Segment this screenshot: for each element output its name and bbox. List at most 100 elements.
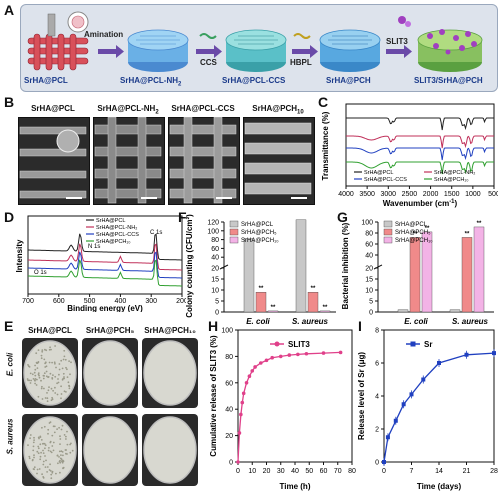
f-bar [255,291,267,313]
step-label-1: SrHA@PCL [24,76,68,85]
f-ytick-label: 40 [211,255,219,262]
g-ytick-label: 20 [365,266,373,273]
h-ytick-label: 20 [225,433,233,440]
i-xtick-label: 0 [382,468,386,475]
xps-xtick-label: 700 [22,298,34,305]
h-xtick-label: 10 [248,468,256,475]
i-xtick-label: 21 [463,468,471,475]
dish-ecoli-pch5 [82,338,138,408]
h-xtick-label: 50 [305,468,313,475]
ftir-series-1 [346,135,494,149]
h-point [321,351,326,355]
g-bar [409,237,421,313]
h-xtick-label: 30 [277,468,285,475]
step-label-4: SrHA@PCH [326,76,371,85]
f-ytick-label: 80 [211,237,219,244]
i-point [385,435,390,440]
panel-label-h: H [208,318,219,334]
dish-ecoli-pcl [22,338,78,408]
f-bar-stars: ** [271,305,276,311]
h-xtick-label: 20 [263,468,271,475]
h-point [287,353,292,357]
arrow-3 [292,49,310,54]
h-point [264,358,269,363]
xps-xlabel: Binding energy (eV) [67,304,143,312]
xps-peak-c1s: C 1s [150,230,162,236]
dish-row-2: S. aureus [5,418,15,455]
sem-title-2: SrHA@PCL-NH2 [93,104,163,116]
sem-title-4: SrHA@PCH10 [243,104,313,116]
ftir-series-2 [346,147,494,161]
f-legend-label: SrHA@PCL [241,222,274,228]
colony-group-ecoli: E. coli [246,317,270,326]
h-point [278,354,283,359]
g-axis-break [373,264,383,270]
scaffold-pcl [27,11,89,71]
ftir-xtick-label: 500 [488,191,498,198]
panel-label-d: D [4,209,15,225]
slit3-xlabel: Time (h) [280,482,311,491]
arrow-1 [98,49,116,54]
xps-peak-o1s: O 1s [34,270,47,276]
ftir-series-3 [346,161,494,175]
g-bar-stars: ** [477,221,482,227]
xps-xtick-label: 600 [53,298,65,305]
h-point [253,365,257,369]
ftir-xlabel-sup: -1 [449,199,455,205]
sem-title-2-text: SrHA@PCL-NH [97,104,156,113]
xps-ylabel: Intensity [15,239,24,272]
arrow-label-amination: Amination [84,30,124,39]
step-label-2: SrHA@PCL-NH2 [120,76,181,88]
scaffold-pcl-ccs [225,29,287,72]
xps-xtick-label: 300 [145,298,157,305]
xps-xtick-label: 500 [84,298,96,305]
g-legend-label: SrHA@PCH₁₀ [395,238,433,244]
xps-series-3 [28,259,182,287]
f-ytick-label: 120 [207,220,219,227]
h-ytick-label: 80 [225,354,233,361]
i-point [393,418,398,423]
arrow-label-hbpl: HBPL [290,58,312,67]
h-point [304,351,309,356]
step-label-2-sub: 2 [178,81,182,88]
f-bar [267,310,279,313]
ftir-xtick-label: 3500 [359,191,375,198]
f-ytick-label: 5 [215,299,219,306]
dish-ecoli-pch10 [142,338,198,408]
f-bar [295,219,307,313]
ftir-legend-label: SrHA@PCH₁₀ [434,177,468,183]
panel-a: A [0,0,500,93]
h-point [244,381,249,385]
xps-xtick-label: 200 [176,298,186,305]
h-point [241,391,246,396]
f-axis-break [219,264,229,270]
inhibition-group-saureus: S. aureus [452,317,489,326]
ftir-series-0 [346,117,494,131]
f-legend-label: SrHA@PCH₅ [241,230,277,236]
dish-col-2: SrHA@PCH₅ [85,326,135,335]
inhibition-ylabel: Bacterial inhibition (%) [341,222,350,309]
i-ytick-label: 2 [375,427,379,434]
i-point [464,352,469,357]
h-xtick-label: 0 [236,468,240,475]
slit3-ylabel: Cumulative release of SLIT3 (%) [209,335,218,457]
ftir-legend-label: SrHA@PCL [364,170,393,176]
g-bar [421,231,433,313]
g-ytick-label: 5 [369,299,373,306]
panel-label-e: E [4,318,14,334]
h-xtick-label: 70 [334,468,342,475]
g-bar [461,237,473,313]
f-bar-stars: ** [323,305,328,311]
g-ytick-label: 60 [365,242,373,249]
xps-legend-label: SrHA@PCL-NH₂ [96,225,137,231]
panel-label-g: G [337,209,348,225]
sr-legend: Sr [424,340,432,349]
h-series-line [237,351,341,463]
g-legend-swatch [383,236,393,244]
h-point [237,431,242,435]
i-point [382,460,386,464]
h-point [250,369,255,373]
f-bar-stars: ** [259,286,264,292]
inhibition-chart: 0 5 10 15 20 40 60 80 100 ** ** ** ** SrHA@PCL SrHA@… [341,220,494,326]
